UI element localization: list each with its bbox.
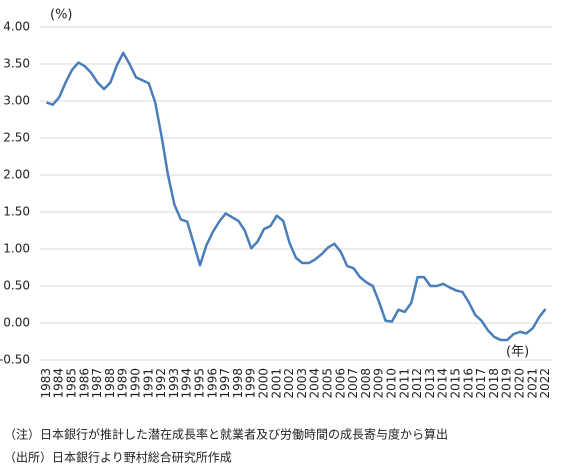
x-tick-label: 2000 xyxy=(257,368,271,399)
x-tick-label: 1999 xyxy=(244,368,258,399)
y-tick-label: 4.00 xyxy=(3,20,30,34)
y-tick-label: 1.50 xyxy=(3,205,30,219)
x-tick-label: 1989 xyxy=(116,368,130,399)
x-tick-label: 2002 xyxy=(282,368,296,399)
x-tick-label: 2018 xyxy=(487,368,501,399)
x-tick-label: 1995 xyxy=(193,368,207,399)
y-tick-label: 0.00 xyxy=(3,316,30,330)
x-tick-label: 2009 xyxy=(372,368,386,399)
x-tick-label: 1987 xyxy=(90,368,104,399)
x-tick-label: 2008 xyxy=(359,368,373,399)
y-unit-label: (%) xyxy=(50,8,73,23)
x-tick-label: 2021 xyxy=(525,368,539,399)
note: （出所）日本銀行より野村総合研究所作成 xyxy=(4,450,232,465)
x-tick-label: 1984 xyxy=(52,368,66,399)
x-tick-label: 2001 xyxy=(269,368,283,399)
y-tick-label: -0.50 xyxy=(0,353,30,367)
x-tick-label: 1998 xyxy=(231,368,245,399)
x-tick-label: 1990 xyxy=(129,368,143,399)
y-tick-label: 2.50 xyxy=(3,131,30,145)
x-tick-label: 2019 xyxy=(500,368,514,399)
x-tick-label: 1994 xyxy=(180,368,194,399)
x-tick-label: 1996 xyxy=(205,368,219,399)
x-tick-label: 2004 xyxy=(308,368,322,399)
x-tick-label: 1988 xyxy=(103,368,117,399)
x-tick-label: 2013 xyxy=(423,368,437,399)
x-tick-label: 2014 xyxy=(436,368,450,399)
x-tick-label: 2003 xyxy=(295,368,309,399)
x-tick-label: 2022 xyxy=(538,368,552,399)
x-tick-label: 1985 xyxy=(65,368,79,399)
x-tick-label: 2012 xyxy=(410,368,424,399)
x-unit-label: (年) xyxy=(506,345,529,360)
x-tick-label: 2020 xyxy=(513,368,527,399)
x-tick-label: 2016 xyxy=(461,368,475,399)
x-tick-label: 2005 xyxy=(321,368,335,399)
x-tick-label: 2006 xyxy=(333,368,347,399)
y-tick-label: 3.50 xyxy=(3,57,30,71)
x-tick-label: 1991 xyxy=(141,368,155,399)
x-tick-label: 2015 xyxy=(449,368,463,399)
x-tick-label: 1992 xyxy=(154,368,168,399)
x-tick-label: 1983 xyxy=(39,368,53,399)
x-tick-label: 2007 xyxy=(346,368,360,399)
note: （注）日本銀行が推計した潜在成長率と就業者及び労働時間の成長寄与度から算出 xyxy=(4,427,448,442)
x-tick-label: 1993 xyxy=(167,368,181,399)
x-tick-label: 1997 xyxy=(218,368,232,399)
y-tick-label: 3.00 xyxy=(3,94,30,108)
x-tick-label: 2017 xyxy=(474,368,488,399)
data-line xyxy=(45,51,547,342)
y-tick-label: 2.00 xyxy=(3,168,30,182)
y-tick-label: 1.00 xyxy=(3,242,30,256)
x-tick-label: 2011 xyxy=(397,368,411,399)
x-tick-label: 1986 xyxy=(77,368,91,399)
y-tick-label: 0.50 xyxy=(3,279,30,293)
x-tick-label: 2010 xyxy=(385,368,399,399)
